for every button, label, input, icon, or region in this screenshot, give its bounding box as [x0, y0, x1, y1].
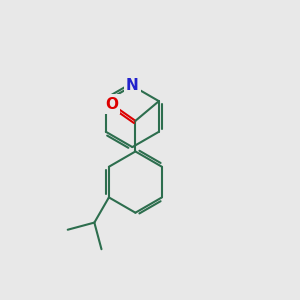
Text: N: N — [126, 78, 139, 93]
Text: O: O — [105, 97, 118, 112]
